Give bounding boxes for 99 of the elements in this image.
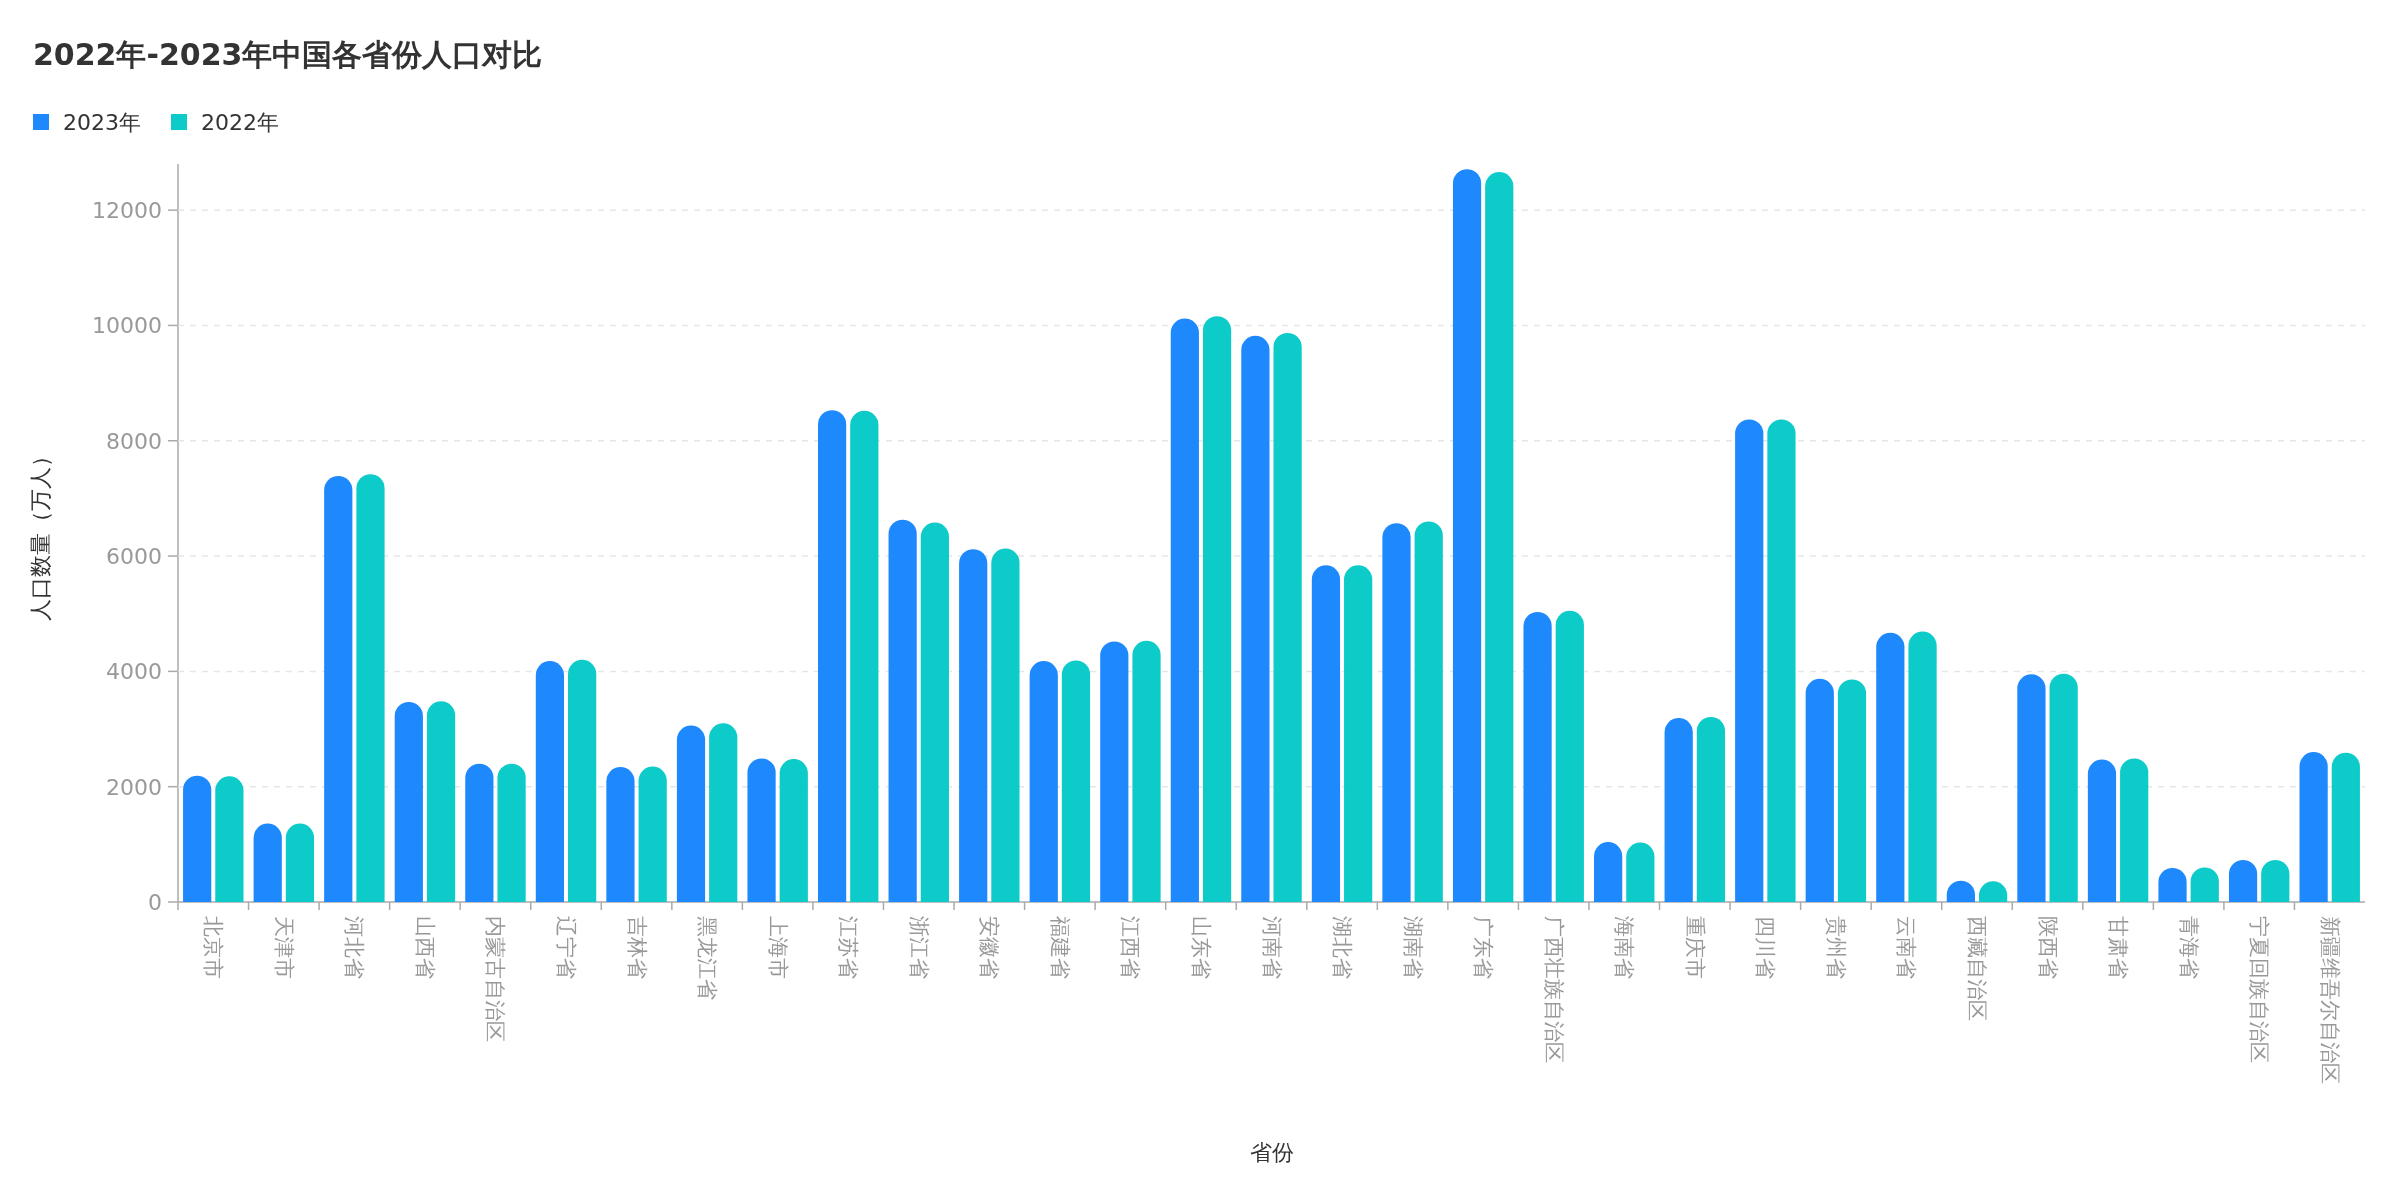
x-tick-label: 湖北省	[1330, 916, 1355, 979]
bar	[606, 767, 635, 902]
bar	[1414, 521, 1443, 902]
x-tick-label: 宁夏回族自治区	[2247, 916, 2272, 1063]
bar	[1311, 565, 1341, 902]
bar	[1664, 718, 1693, 902]
x-tick-label: 陕西省	[2035, 916, 2060, 979]
x-tick-label: 安徽省	[977, 916, 1002, 979]
x-tick-label: 上海市	[765, 916, 790, 979]
y-tick-label: 2000	[106, 774, 162, 800]
bar	[747, 758, 776, 902]
x-tick-label: 河南省	[1259, 916, 1284, 979]
x-tick-label: 辽宁省	[554, 916, 579, 979]
bar	[1382, 523, 1411, 902]
legend-label: 2023年	[63, 110, 141, 135]
x-tick-label: 山西省	[412, 916, 437, 979]
bar	[2049, 673, 2078, 902]
bar	[465, 763, 494, 902]
chart-title: 2022年-2023年中国各省份人口对比	[33, 37, 543, 72]
bar	[183, 775, 212, 902]
bar	[779, 759, 808, 902]
x-tick-label: 黑龙江省	[695, 916, 720, 1000]
bar	[1805, 678, 1834, 902]
bar	[2087, 759, 2117, 902]
bar	[638, 766, 667, 902]
bar	[1523, 611, 1552, 902]
bar	[1767, 419, 1796, 902]
bar	[2017, 674, 2046, 902]
bar	[215, 776, 244, 902]
bar	[394, 701, 423, 902]
bar	[1170, 318, 1199, 902]
bar	[2299, 752, 2328, 902]
x-tick-label: 江西省	[1118, 916, 1143, 979]
x-tick-label: 福建省	[1047, 916, 1072, 979]
x-tick-label: 江苏省	[836, 916, 861, 979]
x-tick-label: 天津市	[271, 916, 296, 979]
x-tick-label: 新疆维吾尔自治区	[2317, 916, 2342, 1084]
x-tick-label: 吉林省	[624, 916, 649, 979]
bar	[850, 410, 879, 902]
y-tick-label: 8000	[106, 428, 162, 454]
bar	[991, 548, 1020, 902]
x-tick-label: 内蒙古自治区	[483, 916, 508, 1042]
bar	[676, 725, 706, 902]
bar	[1452, 169, 1482, 902]
bar	[1696, 716, 1726, 902]
bar	[253, 823, 282, 902]
x-tick-label: 湖南省	[1400, 916, 1425, 979]
bar	[1735, 419, 1764, 902]
x-tick-label: 海南省	[1612, 916, 1637, 979]
bar	[2120, 758, 2149, 902]
bar	[1241, 335, 1270, 902]
x-tick-label: 云南省	[1894, 916, 1919, 979]
bar	[1594, 842, 1623, 902]
bar	[959, 549, 988, 902]
bar	[709, 723, 738, 902]
bar	[1132, 640, 1161, 902]
bar	[1908, 631, 1937, 902]
y-tick-label: 4000	[106, 659, 162, 685]
bar	[1202, 316, 1232, 902]
bar	[568, 659, 597, 902]
y-tick-label: 0	[148, 890, 162, 915]
bar	[1626, 842, 1655, 902]
x-axis-title: 省份	[1249, 1140, 1294, 1165]
bar	[817, 410, 847, 902]
legend-label: 2022年	[201, 110, 279, 135]
bar	[285, 823, 315, 902]
bar	[324, 475, 353, 902]
x-tick-label: 广西壮族自治区	[1541, 916, 1566, 1063]
y-axis-title: 人口数量（万人）	[28, 445, 53, 621]
bar	[920, 522, 949, 902]
bar	[426, 701, 456, 902]
bar	[497, 763, 526, 902]
bar	[1837, 679, 1867, 902]
x-tick-label: 甘肃省	[2106, 916, 2131, 979]
x-tick-label: 重庆市	[1682, 916, 1707, 979]
y-tick-label: 6000	[106, 544, 162, 570]
y-tick-label: 12000	[92, 198, 162, 224]
y-tick-label: 10000	[92, 313, 162, 339]
x-tick-label: 广东省	[1471, 916, 1496, 979]
x-tick-label: 贵州省	[1823, 916, 1848, 979]
x-tick-label: 山东省	[1188, 916, 1213, 979]
bar	[1485, 172, 1514, 902]
bar	[1029, 661, 1058, 902]
x-tick-label: 青海省	[2176, 916, 2201, 979]
x-tick-label: 河北省	[342, 916, 367, 979]
bar	[356, 474, 385, 902]
bar	[888, 519, 917, 902]
x-tick-label: 北京市	[201, 916, 226, 979]
bar	[2331, 752, 2360, 902]
bar	[1273, 332, 1302, 902]
x-tick-label: 四川省	[1753, 916, 1778, 979]
bar	[1344, 565, 1373, 902]
bar	[1555, 610, 1584, 902]
x-tick-label: 浙江省	[906, 916, 931, 979]
bar	[1876, 632, 1905, 902]
bar	[1100, 641, 1129, 902]
x-tick-label: 西藏自治区	[1964, 916, 1989, 1021]
bar	[1061, 660, 1091, 902]
bar	[535, 661, 565, 902]
